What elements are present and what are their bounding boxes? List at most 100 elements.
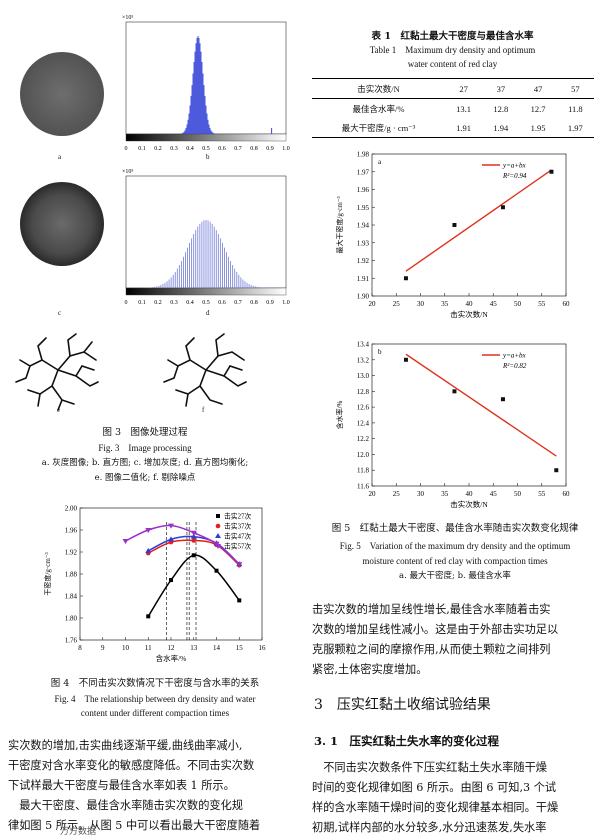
x-axis-label: 击实次数/N	[450, 499, 488, 509]
legend-marker	[215, 523, 221, 529]
x-tick-label: 12	[168, 644, 176, 652]
data-point	[145, 547, 152, 553]
fit-line	[405, 169, 552, 272]
data-point	[145, 528, 152, 533]
data-point	[122, 539, 129, 544]
data-point	[191, 538, 197, 543]
histogram-b: ×10⁵ 0 0.1 0.2 0.3 0.4 0.5 0.6 0.7 0.8 0.9 1.0	[122, 15, 290, 152]
x-axis-label: 含水率/%	[156, 653, 187, 663]
y-tick-label: 12.4	[357, 419, 370, 427]
hist-x-tick: 0.6	[218, 146, 226, 152]
table-cell: 11.8	[568, 103, 583, 114]
y-tick-label: 2.00	[65, 505, 78, 513]
x-tick-label: 35	[441, 300, 449, 308]
y-tick-label: 11.8	[357, 467, 369, 475]
figure-5b-chart: 20 25 30 35 40 45 50 55 60 11.6 11.8 12.0 12.2 12.4 12…	[335, 341, 570, 510]
y-tick-label: 13.4	[357, 341, 370, 349]
data-point	[237, 598, 242, 603]
x-tick-label: 10	[122, 644, 130, 652]
hist-x-tick: 0.7	[234, 146, 242, 152]
y-tick-label: 12.6	[357, 404, 370, 412]
y-tick-label: 1.96	[65, 527, 78, 535]
y-tick-label: 1.95	[357, 204, 370, 212]
hist-x-tick: 0	[125, 300, 128, 306]
data-point	[190, 530, 197, 536]
plot-frame	[371, 153, 567, 297]
hist-x-tick: 0.1	[138, 300, 146, 306]
x-tick-label: 55	[538, 300, 546, 308]
data-point	[168, 536, 174, 542]
text-line: 初期,试样内部的水分较多,水分迅速蒸发,失水率	[312, 821, 547, 834]
table-row: 最佳含水率/% 13.1 12.8 12.7 11.8	[312, 99, 594, 119]
hist-x-tick: 0.4	[186, 300, 194, 306]
fig5-caption-en-2: moisture content of red clay with compac…	[362, 556, 548, 566]
data-point	[168, 523, 174, 529]
y-tick-label: 1.92	[357, 257, 370, 265]
series-curve	[125, 524, 240, 565]
table1-title-cn: 表 1 红黏土最大干密度与最佳含水率	[371, 31, 534, 42]
hist-gray-bar	[125, 287, 287, 296]
text-line: 克服颗粒之间的摩擦作用,从而使土颗粒之间排列	[312, 643, 551, 656]
panel-label: b	[378, 348, 382, 356]
data-point	[146, 614, 151, 619]
y-tick-label: 1.90	[357, 293, 370, 301]
table1: 击实次数/N 27 37 47 57 最佳含水率/% 13.1 12.8 12.…	[312, 78, 594, 138]
y-tick-label: 12.2	[357, 435, 370, 443]
data-point	[190, 533, 197, 539]
text-line: 样的含水率随干燥时间的变化规律基本相同。干燥	[312, 801, 559, 814]
hist-x-tick: 0.8	[250, 146, 258, 152]
left-body-text: 实次数的增加,击实曲线逐渐平缓,曲线曲率减小, 干密度对含水率变化的敏感度降低。…	[8, 736, 293, 836]
hist-bars	[181, 36, 273, 134]
legend-label: 击实27次	[224, 512, 251, 521]
table-cell: 1.94	[493, 122, 509, 133]
hist-x-tick: 0.5	[202, 300, 210, 306]
x-tick-label: 14	[213, 644, 221, 652]
text-line: 实次数的增加,击实曲线逐渐平缓,曲线曲率减小,	[8, 739, 243, 752]
hist-x-tick: 0.8	[250, 300, 258, 306]
hist-x-tick: 0.4	[186, 146, 194, 152]
data-point	[500, 397, 505, 402]
fig3-sub-1: a. 灰度图像; b. 直方图; c. 增加灰度; d. 直方图均衡化;	[41, 458, 249, 468]
hist-bars	[125, 220, 287, 288]
figure-5a-chart: 20 25 30 35 40 45 50 55 60 1.90 1.91 1.92 1.93 1.94 1.…	[335, 151, 570, 320]
y-tick-label: 13.0	[357, 372, 370, 380]
y-tick-label: 1.91	[357, 275, 370, 283]
data-point	[236, 562, 243, 568]
fig4-caption-en-2: content under different compaction times	[80, 708, 230, 718]
table-header-cell: 47	[533, 83, 543, 94]
legend-marker	[216, 514, 220, 518]
legend-equation: y=a+bx	[502, 352, 527, 360]
x-axis-label: 击实次数/N	[450, 309, 488, 319]
y-axis-label: 含水率/%	[335, 400, 344, 429]
fig3-sub-2: e. 图像二值化; f. 剔除噪点	[94, 473, 196, 483]
x-tick-label: 25	[393, 490, 401, 498]
fig5-sub: a. 最大干密度; b. 最佳含水率	[399, 571, 511, 581]
data-point	[214, 568, 219, 573]
table-header-row: 击实次数/N 27 37 47 57	[312, 79, 594, 99]
table-header-cell: 57	[571, 83, 580, 94]
table1-title-en-2: water content of red clay	[407, 59, 498, 69]
data-point	[169, 578, 173, 583]
hist-x-tick: 0.2	[154, 300, 162, 306]
legend-equation: y=a+bx	[502, 162, 527, 170]
section-3-heading: 3 压实红黏土收缩试验结果	[314, 697, 491, 713]
watermark: 万方数据	[60, 827, 97, 837]
enhanced-image-c	[20, 182, 104, 266]
figure-4-chart: 8 9 10 11 12 13 14 15 16 1.76 1.80 1.84 1.88 1.92 1.96…	[43, 505, 267, 664]
x-tick-label: 16	[259, 644, 267, 652]
hist-x-tick: 0	[125, 146, 128, 152]
legend-r2: R²=0.82	[502, 362, 527, 370]
panel-label-b: b	[206, 153, 210, 161]
y-tick-label: 1.94	[357, 222, 370, 230]
data-point	[554, 468, 559, 473]
x-tick-label: 8	[78, 644, 82, 652]
table-cell: 1.97	[567, 122, 583, 133]
data-point	[500, 205, 505, 210]
table-cell: 12.8	[493, 103, 509, 114]
legend-r2: R²=0.94	[502, 172, 527, 180]
hist-x-tick: 0.6	[218, 300, 226, 306]
data-point	[452, 223, 457, 227]
hist-x-tick: 1.0	[282, 146, 290, 152]
y-tick-label: 12.8	[357, 388, 370, 396]
y-tick-label: 1.96	[357, 186, 370, 194]
